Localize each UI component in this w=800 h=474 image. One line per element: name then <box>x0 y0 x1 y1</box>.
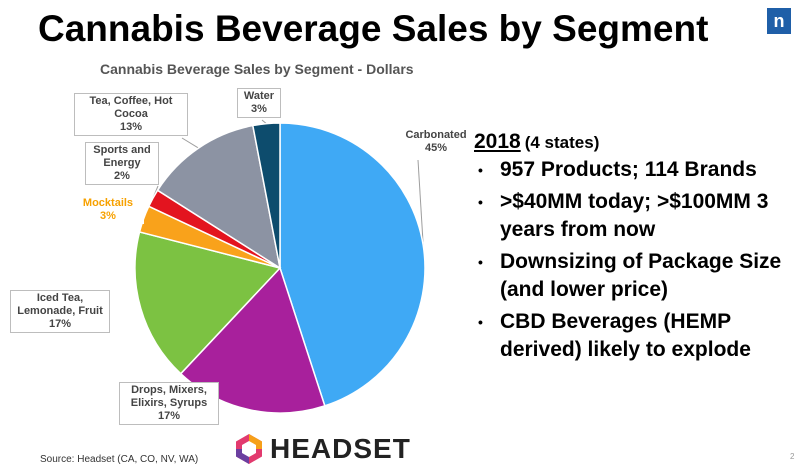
label-water-name: Water <box>243 90 275 102</box>
page-title: Cannabis Beverage Sales by Segment <box>38 8 709 49</box>
label-iced-tea-line2: Lemonade, Fruit <box>17 305 103 317</box>
label-tea-coffee-value: 13% <box>119 121 143 133</box>
leader-line <box>417 159 424 246</box>
headset-brand-name: HEADSET <box>270 433 411 464</box>
label-tea-coffee-line1: Tea, Coffee, Hot <box>89 95 173 107</box>
page-number: 2 <box>790 452 795 461</box>
bullet-text: 957 Products; 114 Brands <box>500 158 757 181</box>
label-drops: Drops, Mixers, Elixirs, Syrups 17% <box>119 382 219 425</box>
label-iced-tea-value: 17% <box>48 318 72 330</box>
source-note: Source: Headset (CA, CO, NV, WA) <box>40 454 199 465</box>
label-sports-value: 2% <box>114 170 130 182</box>
label-drops-value: 17% <box>157 410 181 422</box>
info-panel: 2018 (4 states) • 957 Products; 114 Brands… <box>474 130 796 368</box>
label-water: Water 3% <box>237 88 281 118</box>
label-sports-line2: Energy <box>103 157 141 169</box>
info-bullet-list: • 957 Products; 114 Brands • >$40MM today;… <box>474 156 796 364</box>
info-note: (4 states) <box>524 133 600 152</box>
pie-slice-carbonated <box>279 122 426 407</box>
info-heading: 2018 (4 states) <box>474 130 796 154</box>
info-year: 2018 <box>474 130 521 153</box>
label-carbonated: Carbonated 45% <box>400 128 472 156</box>
label-carbonated-value: 45% <box>424 142 448 154</box>
bullet-text: Downsizing of Package Size (and lower pr… <box>500 250 782 301</box>
bullet-icon: • <box>478 314 483 330</box>
headset-logo: HEADSET <box>232 432 411 466</box>
bullet-text: >$40MM today; >$100MM 3 years from now <box>500 190 769 241</box>
nielsen-logo-icon: n <box>767 8 791 34</box>
label-water-value: 3% <box>251 103 267 115</box>
label-tea-coffee-line2: Cocoa <box>114 108 148 120</box>
label-iced-tea: Iced Tea, Lemonade, Fruit 17% <box>10 290 110 333</box>
pie-slice-tea-coffee-hot-cocoa <box>156 124 282 270</box>
label-tea-coffee: Tea, Coffee, Hot Cocoa 13% <box>74 93 188 136</box>
chart-title: Cannabis Beverage Sales by Segment - Dol… <box>100 61 414 77</box>
headset-hexagon-icon <box>236 434 262 464</box>
label-drops-line2: Elixirs, Syrups <box>130 397 208 409</box>
label-sports-line1: Sports and <box>93 144 151 156</box>
bullet-icon: • <box>478 254 483 270</box>
label-carbonated-name: Carbonated <box>405 129 467 141</box>
label-mocktails-name: Mocktails <box>82 197 134 209</box>
info-bullet: • Downsizing of Package Size (and lower … <box>474 248 796 304</box>
info-bullet: • 957 Products; 114 Brands <box>474 156 796 184</box>
bullet-icon: • <box>478 194 483 210</box>
leader-line <box>181 137 199 149</box>
label-sports: Sports and Energy 2% <box>85 142 159 185</box>
label-drops-line1: Drops, Mixers, <box>131 384 207 396</box>
pie-slice-water <box>251 122 281 269</box>
info-bullet: • >$40MM today; >$100MM 3 years from now <box>474 188 796 244</box>
info-bullet: • CBD Beverages (HEMP derived) likely to … <box>474 308 796 364</box>
label-mocktails: Mocktails 3% <box>72 196 144 224</box>
pie-slice-iced-tea-lemonade-fruit <box>134 231 282 375</box>
label-mocktails-value: 3% <box>100 210 116 222</box>
bullet-text: CBD Beverages (HEMP derived) likely to e… <box>500 310 751 361</box>
label-iced-tea-line1: Iced Tea, <box>36 292 84 304</box>
bullet-icon: • <box>478 162 483 178</box>
